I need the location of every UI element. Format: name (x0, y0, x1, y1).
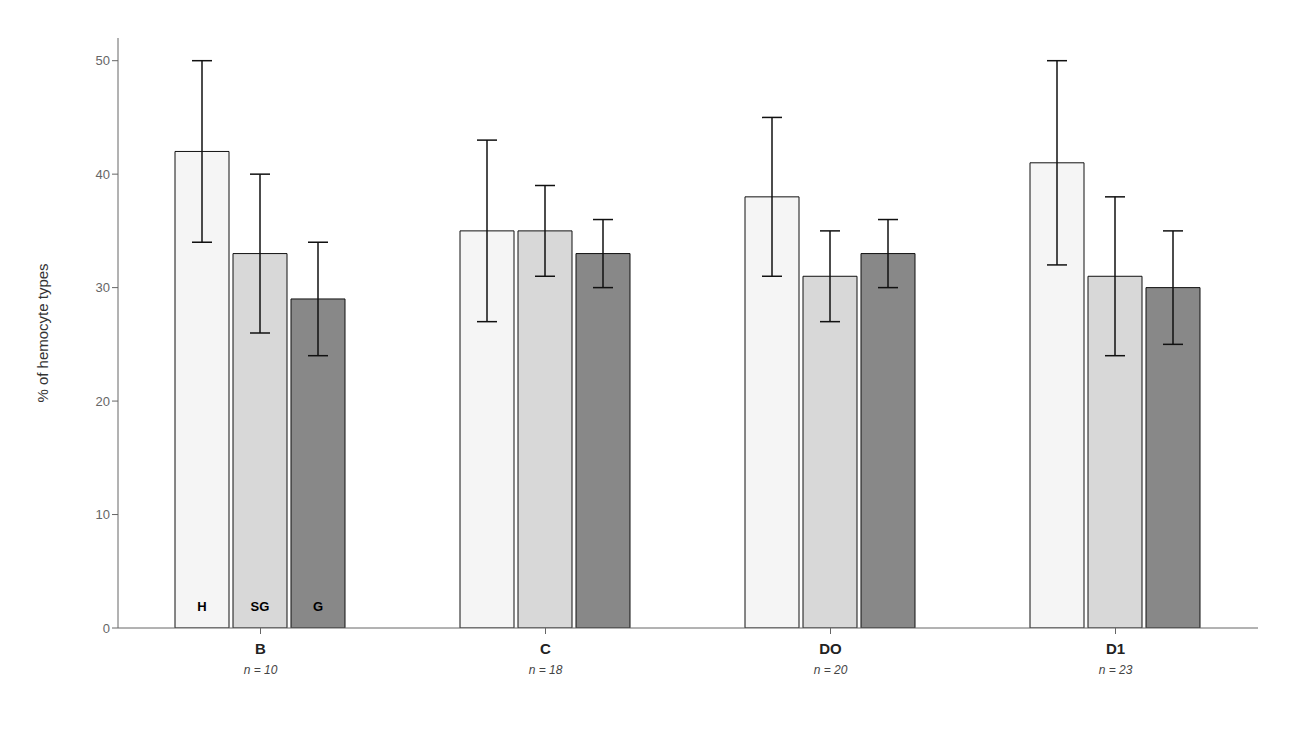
svg-text:D1: D1 (1106, 640, 1125, 657)
svg-text:10: 10 (96, 507, 110, 522)
svg-text:40: 40 (96, 167, 110, 182)
svg-text:B: B (255, 640, 266, 657)
svg-text:G: G (313, 599, 323, 614)
svg-text:50: 50 (96, 53, 110, 68)
svg-text:% of hemocyte types: % of hemocyte types (34, 263, 51, 402)
svg-text:SG: SG (251, 599, 270, 614)
svg-text:n = 23: n = 23 (1099, 663, 1133, 677)
svg-text:20: 20 (96, 394, 110, 409)
svg-text:H: H (197, 599, 206, 614)
svg-text:C: C (540, 640, 551, 657)
svg-text:0: 0 (103, 621, 110, 636)
svg-text:30: 30 (96, 280, 110, 295)
svg-text:n = 18: n = 18 (529, 663, 563, 677)
svg-text:DO: DO (819, 640, 842, 657)
svg-text:n = 20: n = 20 (814, 663, 848, 677)
svg-text:n = 10: n = 10 (244, 663, 278, 677)
